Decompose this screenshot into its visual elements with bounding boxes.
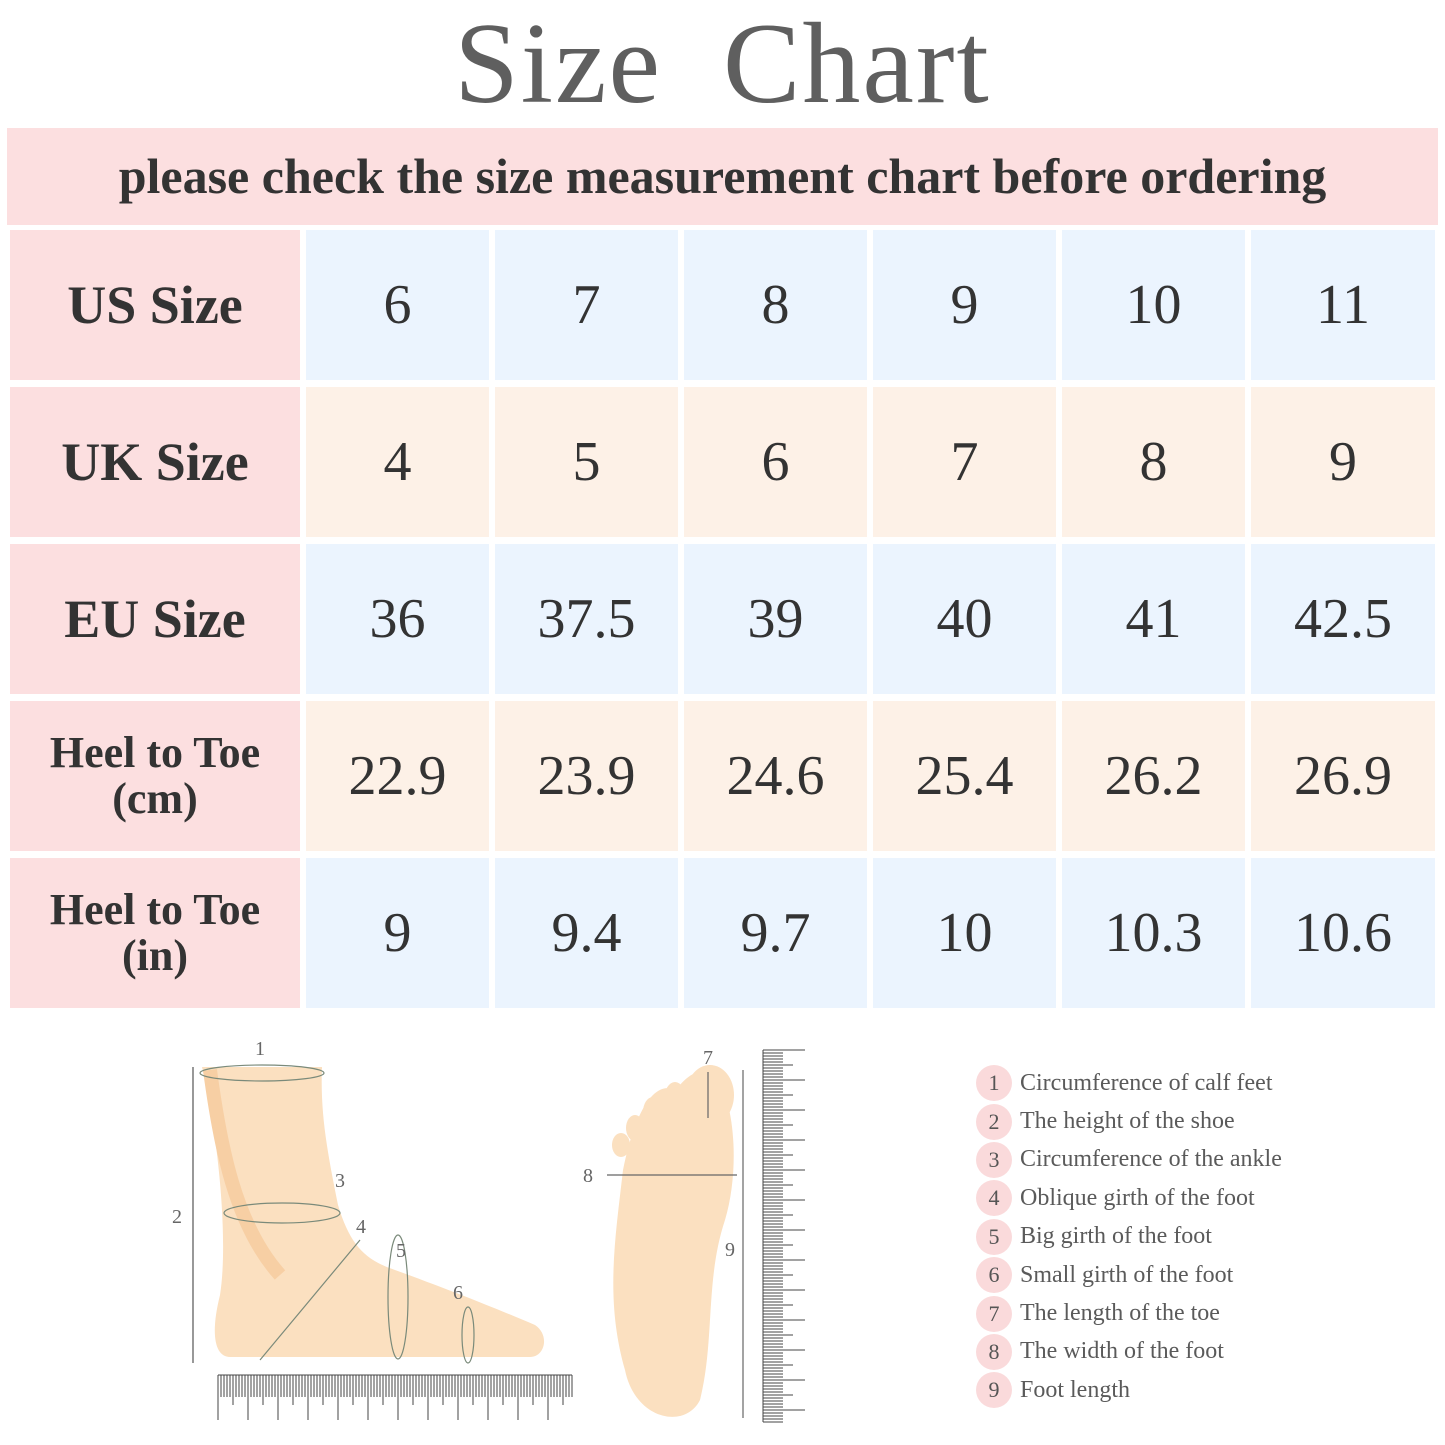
legend-item: 9 Foot length: [976, 1371, 1282, 1409]
row-header: UK Size: [10, 387, 300, 537]
legend-item: 4 Oblique girth of the foot: [976, 1179, 1282, 1217]
banner-notice: please check the size measurement chart …: [7, 128, 1438, 225]
legend-item: 2 The height of the shoe: [976, 1102, 1282, 1140]
label-4: 4: [356, 1216, 366, 1238]
table-cell: 8: [1062, 387, 1245, 537]
table-cell: 7: [873, 387, 1056, 537]
legend-text: Big girth of the foot: [1020, 1223, 1212, 1250]
legend-item: 1 Circumference of calf feet: [976, 1064, 1282, 1102]
row-header: US Size: [10, 230, 300, 380]
row-header: Heel to Toe (cm): [10, 701, 300, 851]
foot-sole-shape: [613, 1071, 734, 1417]
legend-number-badge: 5: [976, 1218, 1012, 1255]
legend-item: 7 The length of the toe: [976, 1294, 1282, 1332]
label-6: 6: [453, 1282, 463, 1304]
legend-number-badge: 3: [976, 1141, 1012, 1178]
table-cell: 10: [1062, 230, 1245, 380]
table-cell: 5: [495, 387, 678, 537]
legend-item: 5 Big girth of the foot: [976, 1218, 1282, 1256]
legend-text: Circumference of calf feet: [1020, 1069, 1273, 1096]
legend-number-badge: 6: [976, 1257, 1012, 1294]
table-cell: 9: [1251, 387, 1435, 537]
legend-item: 6 Small girth of the foot: [976, 1256, 1282, 1294]
table-cell: 26.2: [1062, 701, 1245, 851]
legend-number-badge: 1: [976, 1065, 1012, 1102]
table-cell: 22.9: [306, 701, 489, 851]
table-cell: 36: [306, 544, 489, 694]
table-cell: 25.4: [873, 701, 1056, 851]
table-cell: 9.4: [495, 858, 678, 1008]
legend-text: The width of the foot: [1020, 1338, 1224, 1365]
legend-text: The length of the toe: [1020, 1300, 1220, 1327]
table-cell: 7: [495, 230, 678, 380]
table-cell: 8: [684, 230, 867, 380]
table-cell: 9: [873, 230, 1056, 380]
legend-number-badge: 9: [976, 1372, 1012, 1409]
table-cell: 40: [873, 544, 1056, 694]
foot-side-illustration: 1 2 3 4 5 6: [172, 1038, 573, 1420]
legend-number-badge: 2: [976, 1103, 1012, 1140]
label-5: 5: [396, 1240, 406, 1262]
legend-text: Oblique girth of the foot: [1020, 1184, 1255, 1211]
table-cell: 11: [1251, 230, 1435, 380]
table-cell: 24.6: [684, 701, 867, 851]
legend-number-badge: 4: [976, 1180, 1012, 1217]
table-cell: 9: [306, 858, 489, 1008]
page-title: Size Chart: [454, 0, 991, 128]
legend-item: 8 The width of the foot: [976, 1333, 1282, 1371]
legend-item: 3 Circumference of the ankle: [976, 1141, 1282, 1179]
foot-side-shape: [202, 1067, 545, 1357]
row-header: EU Size: [10, 544, 300, 694]
legend-text: The height of the shoe: [1020, 1108, 1235, 1135]
table-cell: 39: [684, 544, 867, 694]
table-cell: 4: [306, 387, 489, 537]
legend-text: Foot length: [1020, 1376, 1131, 1403]
label-3: 3: [335, 1170, 345, 1192]
table-cell: 10.3: [1062, 858, 1245, 1008]
table-cell: 41: [1062, 544, 1245, 694]
table-cell: 23.9: [495, 701, 678, 851]
label-9: 9: [725, 1239, 735, 1261]
table-cell: 42.5: [1251, 544, 1435, 694]
table-cell: 10: [873, 858, 1056, 1008]
table-cell: 10.6: [1251, 858, 1435, 1008]
table-cell: 37.5: [495, 544, 678, 694]
label-8: 8: [583, 1165, 593, 1187]
table-cell: 9.7: [684, 858, 867, 1008]
label-1: 1: [255, 1038, 265, 1060]
legend-text: Small girth of the foot: [1020, 1261, 1234, 1288]
row-header: Heel to Toe (in): [10, 858, 300, 1008]
table-cell: 6: [306, 230, 489, 380]
measurement-legend: 1 Circumference of calf feet 2 The height o…: [976, 1064, 1282, 1410]
foot-sole-illustration: 7 8 9: [583, 1047, 805, 1423]
legend-number-badge: 8: [976, 1333, 1012, 1370]
label-2: 2: [172, 1206, 182, 1228]
table-cell: 6: [684, 387, 867, 537]
label-7: 7: [703, 1047, 713, 1069]
legend-text: Circumference of the ankle: [1020, 1146, 1282, 1173]
table-cell: 26.9: [1251, 701, 1435, 851]
legend-number-badge: 7: [976, 1295, 1012, 1332]
